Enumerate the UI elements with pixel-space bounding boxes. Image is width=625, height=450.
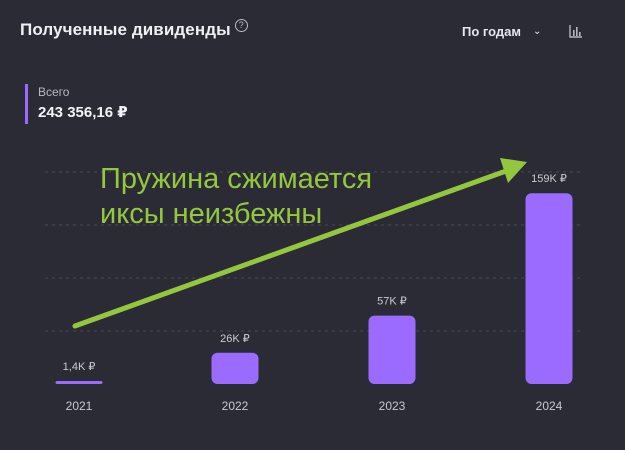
value-labels: 1,4K ₽ 26K ₽ 57K ₽ 159K ₽ xyxy=(63,173,567,373)
grid-lines xyxy=(45,171,580,332)
value-label-2022: 26K ₽ xyxy=(220,333,250,345)
trend-arrow xyxy=(72,168,509,329)
help-icon[interactable]: ? xyxy=(234,18,248,32)
bars xyxy=(55,193,573,384)
widget-header: Полученные дивиденды ? xyxy=(20,18,248,40)
bar-2021[interactable] xyxy=(55,381,103,384)
chevron-down-icon: ⌄ xyxy=(533,26,542,37)
period-label: По годам xyxy=(462,24,522,39)
value-label-2024: 159K ₽ xyxy=(531,173,567,185)
x-tick-2023: 2023 xyxy=(379,399,406,413)
trend-arrow-head xyxy=(500,158,527,183)
total-value: 243 356,16 ₽ xyxy=(38,104,128,121)
x-axis-labels: 2021 2022 2023 2024 xyxy=(66,399,563,413)
period-dropdown[interactable]: По годам ⌄ xyxy=(462,24,541,39)
x-tick-2024: 2024 xyxy=(536,399,563,413)
value-label-2021: 1,4K ₽ xyxy=(63,361,96,373)
x-tick-2021: 2021 xyxy=(66,399,93,413)
annotation-line-2: иксы неизбежны xyxy=(100,198,322,230)
annotation: Пружина сжимается иксы неизбежны xyxy=(72,158,527,329)
value-label-2023: 57K ₽ xyxy=(377,296,407,308)
bar-chart-icon[interactable] xyxy=(568,23,584,39)
x-tick-2022: 2022 xyxy=(222,399,249,413)
widget-title: Полученные дивиденды xyxy=(20,20,231,39)
total-label: Всего xyxy=(38,85,70,99)
bar-2024[interactable] xyxy=(525,193,573,384)
annotation-line-1: Пружина сжимается xyxy=(100,163,372,195)
bar-2022[interactable] xyxy=(211,352,259,384)
total-summary: Всего 243 356,16 ₽ xyxy=(25,84,128,124)
bar-2023[interactable] xyxy=(368,315,416,384)
